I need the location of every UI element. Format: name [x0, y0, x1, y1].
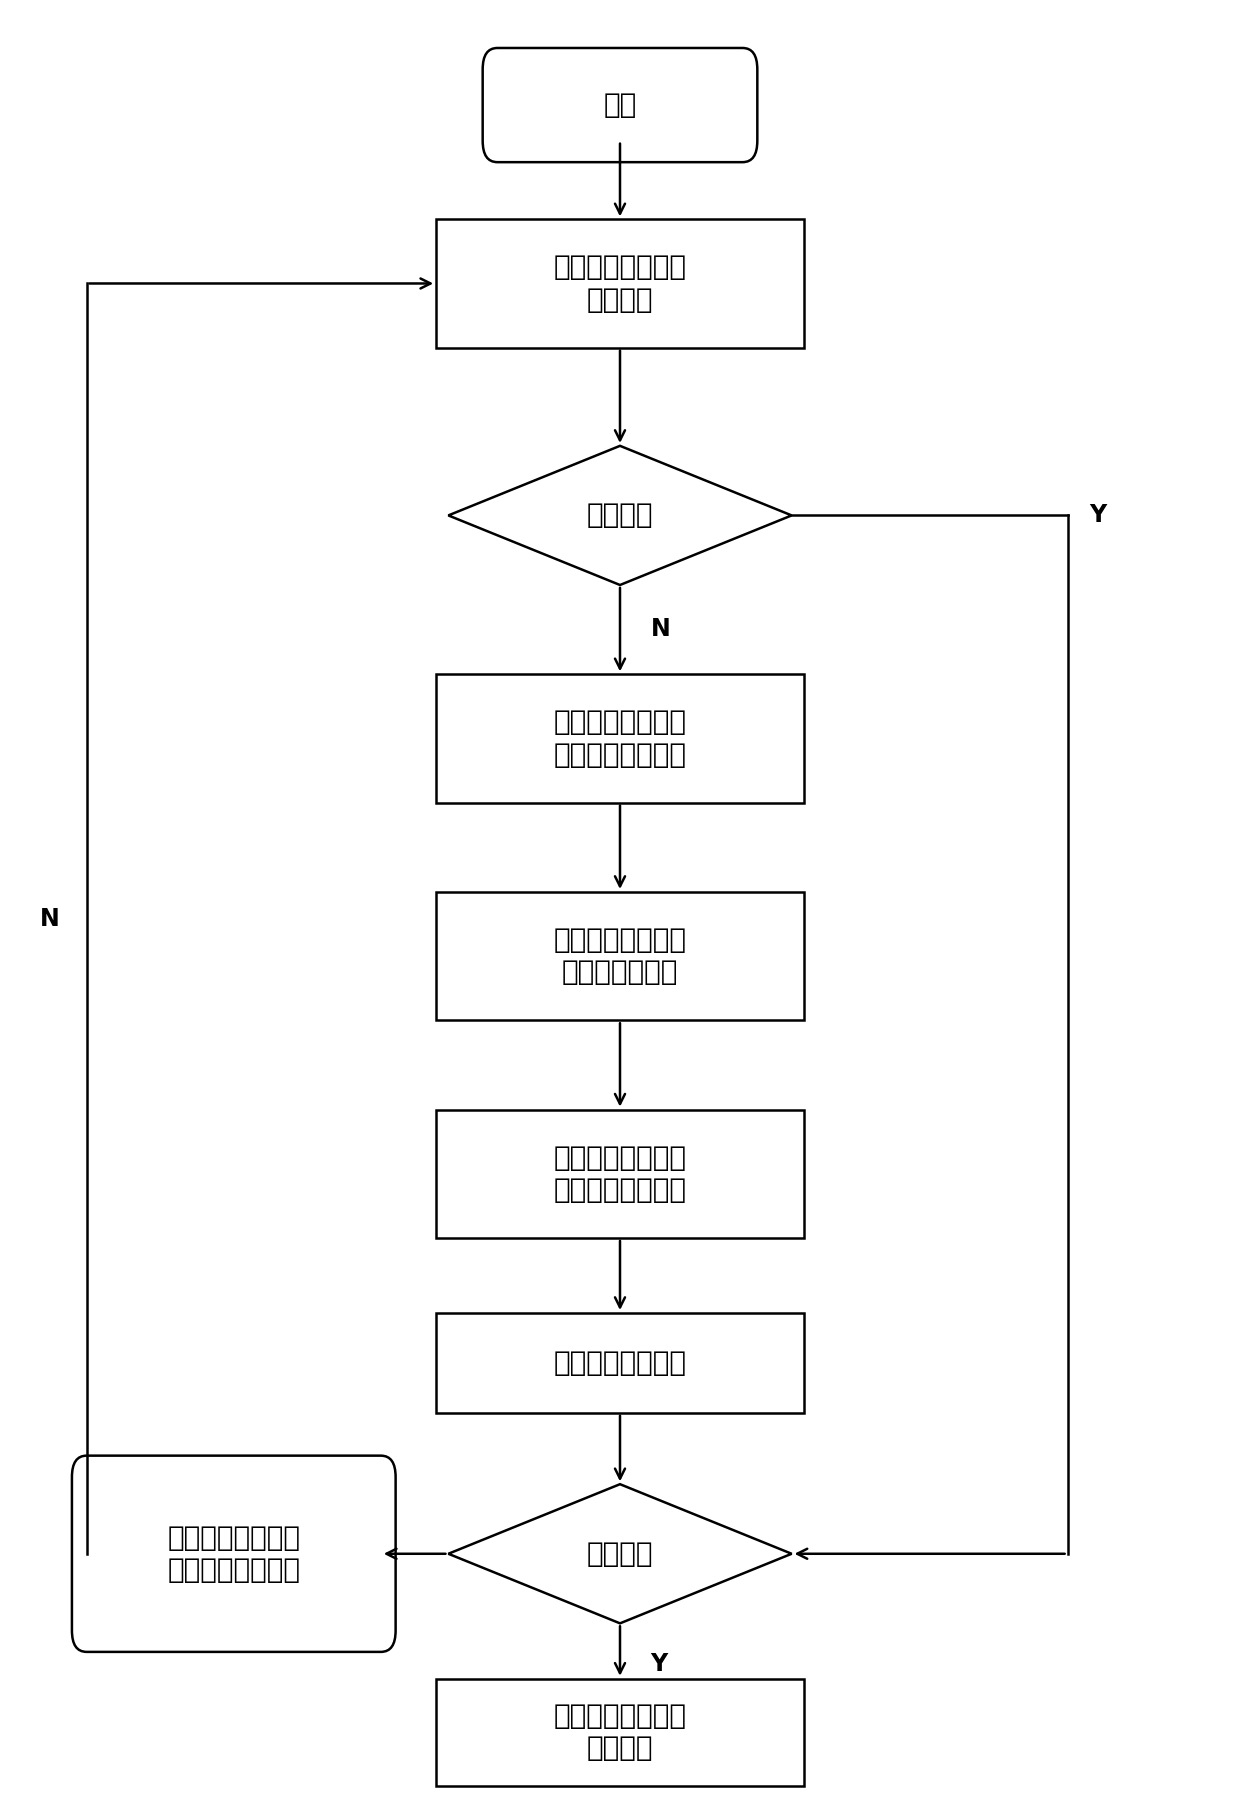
FancyBboxPatch shape: [482, 49, 758, 162]
Text: N: N: [40, 906, 60, 931]
Polygon shape: [449, 1483, 791, 1624]
Text: 开始: 开始: [604, 92, 636, 119]
Bar: [436, 1109, 804, 1239]
Bar: [436, 219, 804, 347]
Text: 明确本体建模的目
的和范围: 明确本体建模的目 的和范围: [553, 254, 687, 313]
Text: 车间生产线信息本
体模型库: 车间生产线信息本 体模型库: [553, 1703, 687, 1762]
Text: Y: Y: [1090, 503, 1107, 527]
Text: 领域本体模型构建: 领域本体模型构建: [553, 1348, 687, 1377]
Polygon shape: [449, 446, 791, 584]
Text: 车间生产线信息分
类术语及概念分析: 车间生产线信息分 类术语及概念分析: [553, 708, 687, 768]
Text: 一致性、清晰性、
完整性、可扩展性: 一致性、清晰性、 完整性、可扩展性: [167, 1523, 300, 1584]
Bar: [436, 1679, 804, 1785]
Text: 本体评价: 本体评价: [587, 1539, 653, 1568]
Bar: [436, 892, 804, 1019]
Bar: [436, 1313, 804, 1413]
FancyBboxPatch shape: [72, 1456, 396, 1652]
Text: 车间生产线信息概
念之间关系定义: 车间生产线信息概 念之间关系定义: [553, 926, 687, 987]
Text: 是否复用: 是否复用: [587, 502, 653, 529]
Bar: [436, 674, 804, 802]
Text: Y: Y: [651, 1652, 668, 1676]
Text: 定义车间生产线信
息属性及取値类型: 定义车间生产线信 息属性及取値类型: [553, 1144, 687, 1205]
Text: N: N: [651, 617, 671, 642]
